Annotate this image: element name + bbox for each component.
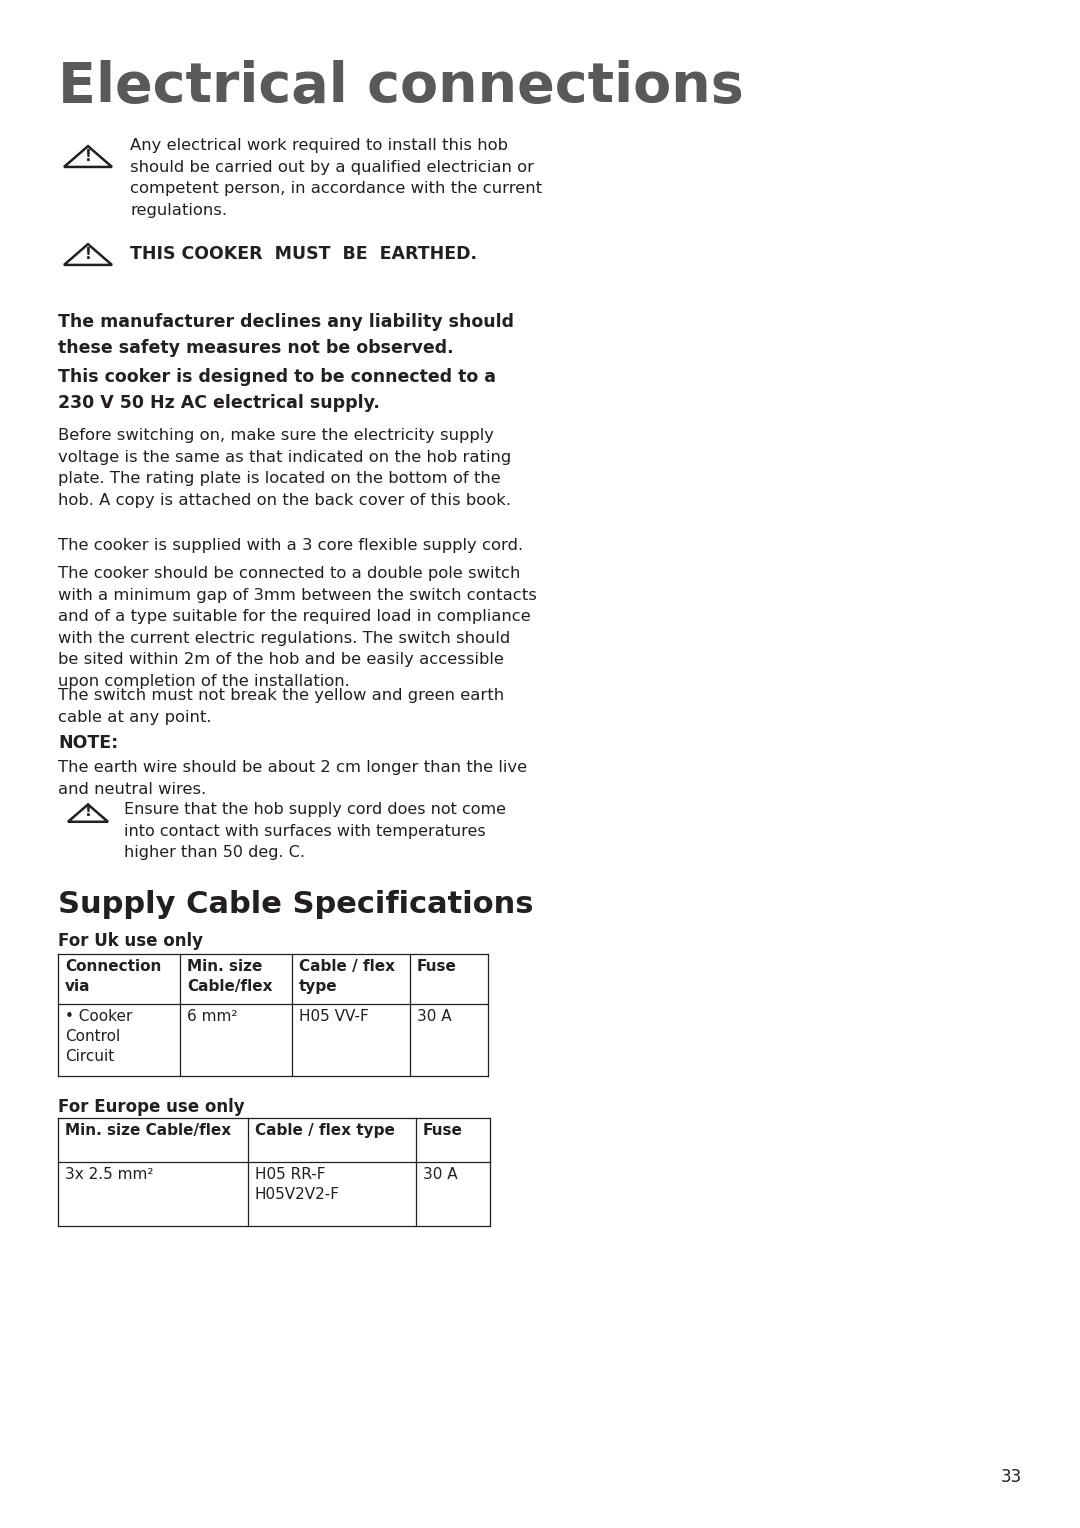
Text: 3x 2.5 mm²: 3x 2.5 mm² — [65, 1167, 153, 1183]
Text: !: ! — [84, 248, 92, 261]
Text: The earth wire should be about 2 cm longer than the live
and neutral wires.: The earth wire should be about 2 cm long… — [58, 759, 527, 796]
Text: Supply Cable Specifications: Supply Cable Specifications — [58, 889, 534, 918]
Text: Before switching on, make sure the electricity supply
voltage is the same as tha: Before switching on, make sure the elect… — [58, 428, 511, 507]
Text: For Europe use only: For Europe use only — [58, 1099, 245, 1115]
Text: Fuse: Fuse — [423, 1123, 463, 1138]
Text: !: ! — [84, 148, 92, 163]
Text: 30 A: 30 A — [423, 1167, 458, 1183]
Text: • Cooker
Control
Circuit: • Cooker Control Circuit — [65, 1008, 133, 1063]
Text: Fuse: Fuse — [417, 960, 457, 973]
Text: 30 A: 30 A — [417, 1008, 451, 1024]
Text: Min. size
Cable/flex: Min. size Cable/flex — [187, 960, 272, 993]
Text: The manufacturer declines any liability should
these safety measures not be obse: The manufacturer declines any liability … — [58, 313, 514, 356]
Text: The cooker is supplied with a 3 core flexible supply cord.: The cooker is supplied with a 3 core fle… — [58, 538, 523, 553]
Text: Electrical connections: Electrical connections — [58, 60, 744, 115]
Text: 6 mm²: 6 mm² — [187, 1008, 238, 1024]
Text: Ensure that the hob supply cord does not come
into contact with surfaces with te: Ensure that the hob supply cord does not… — [124, 802, 507, 860]
Text: For Uk use only: For Uk use only — [58, 932, 203, 950]
Text: Connection
via: Connection via — [65, 960, 161, 993]
Text: Cable / flex
type: Cable / flex type — [299, 960, 395, 993]
Text: NOTE:: NOTE: — [58, 733, 118, 752]
Text: Cable / flex type: Cable / flex type — [255, 1123, 395, 1138]
Text: The cooker should be connected to a double pole switch
with a minimum gap of 3mm: The cooker should be connected to a doub… — [58, 565, 537, 689]
Text: THIS COOKER  MUST  BE  EARTHED.: THIS COOKER MUST BE EARTHED. — [130, 244, 477, 263]
Text: H05 VV-F: H05 VV-F — [299, 1008, 368, 1024]
Text: 33: 33 — [1001, 1468, 1022, 1487]
Text: H05 RR-F
H05V2V2-F: H05 RR-F H05V2V2-F — [255, 1167, 340, 1203]
Text: The switch must not break the yellow and green earth
cable at any point.: The switch must not break the yellow and… — [58, 688, 504, 724]
Text: This cooker is designed to be connected to a
230 V 50 Hz AC electrical supply.: This cooker is designed to be connected … — [58, 368, 496, 411]
Text: Min. size Cable/flex: Min. size Cable/flex — [65, 1123, 231, 1138]
Text: !: ! — [84, 804, 92, 819]
Text: Any electrical work required to install this hob
should be carried out by a qual: Any electrical work required to install … — [130, 138, 542, 219]
